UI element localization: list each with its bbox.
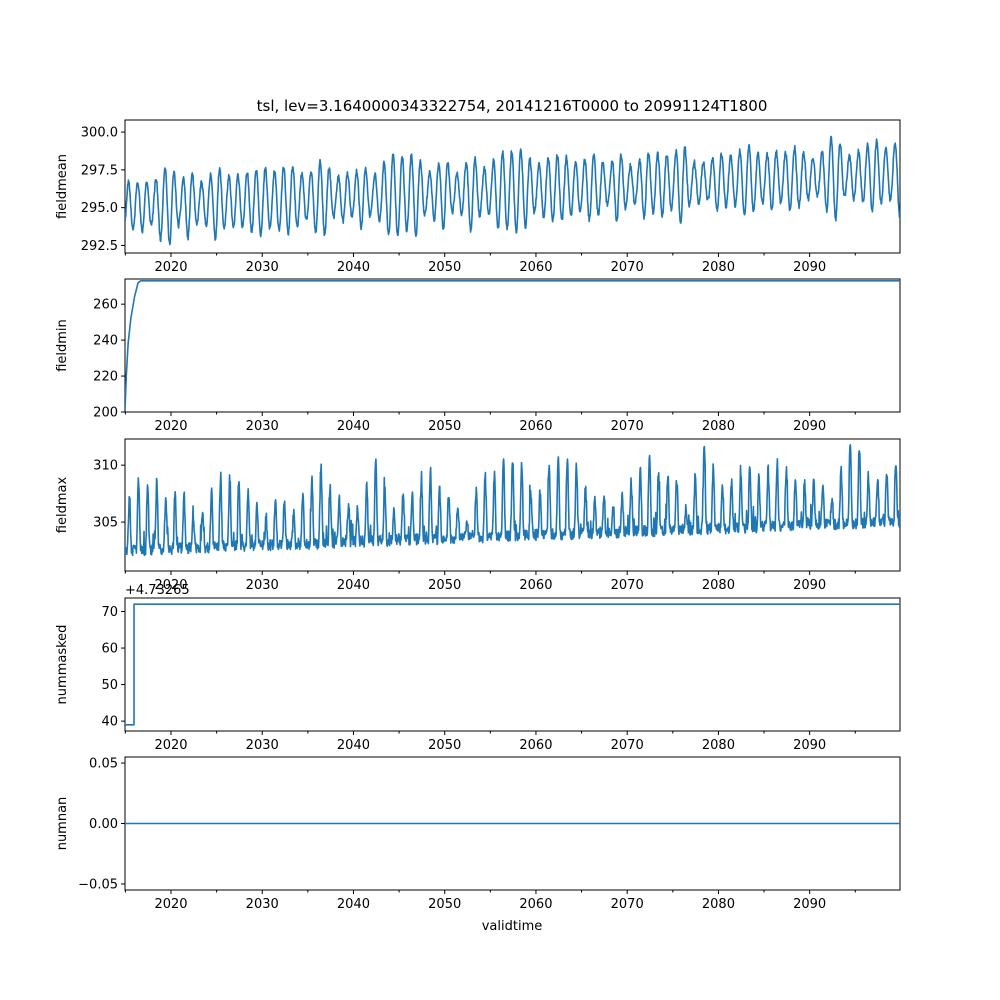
- x-tick-label: 2030: [246, 897, 279, 912]
- y-axis-label: fieldmax: [55, 477, 70, 534]
- x-tick-label: 2020: [154, 578, 187, 593]
- x-tick-label: 2090: [793, 897, 826, 912]
- y-axis-label: fieldmean: [55, 154, 70, 219]
- panel-fieldmax: 2020 2030 2040 2050 2060 2070 2080 2090 305 310 fi…: [55, 438, 901, 593]
- y-tick-label: 40: [101, 715, 118, 730]
- y-tick-label: 70: [101, 605, 118, 620]
- panels: 2020 2030 2040 2050 2060 2070 2080 2090 292.5 295…: [55, 119, 901, 912]
- x-tick-label: 2030: [246, 260, 279, 275]
- y-tick-label: 0.05: [89, 757, 118, 772]
- y-offset-text: +4.73265: [125, 583, 190, 598]
- y-tick-label: 220: [93, 370, 118, 385]
- y-tick-label: 305: [93, 516, 118, 531]
- x-tick-label: 2040: [337, 897, 370, 912]
- x-tick-label: 2020: [154, 897, 187, 912]
- x-tick-label: 2090: [793, 578, 826, 593]
- y-tick-label: 240: [93, 334, 118, 349]
- y-tick-label: 295.0: [81, 201, 118, 216]
- x-tick-label: 2050: [428, 419, 461, 434]
- y-tick-label: 200: [93, 406, 118, 421]
- x-tick-label: 2050: [428, 260, 461, 275]
- panel-fieldmin: 2020 2030 2040 2050 2060 2070 2080 2090 200 220 24…: [55, 278, 901, 434]
- y-tick-label: 300.0: [81, 126, 118, 141]
- x-tick-label: 2090: [793, 419, 826, 434]
- chart-title: tsl, lev=3.1640000343322754, 20141216T00…: [257, 97, 768, 115]
- x-tick-label: 2060: [519, 738, 552, 753]
- x-tick-label: 2090: [793, 738, 826, 753]
- series-line-fieldmax: [125, 444, 900, 557]
- x-tick-label: 2090: [793, 260, 826, 275]
- y-tick-label: 60: [101, 642, 118, 657]
- x-tick-label: 2060: [519, 260, 552, 275]
- series-line-fieldmean: [125, 135, 900, 246]
- x-tick-label: 2040: [337, 260, 370, 275]
- y-tick-label: −0.05: [78, 877, 118, 892]
- x-tick-label: 2040: [337, 578, 370, 593]
- x-tick-label: 2070: [611, 260, 644, 275]
- x-tick-label: 2050: [428, 578, 461, 593]
- x-tick-label: 2050: [428, 738, 461, 753]
- series-line-fieldmin: [125, 280, 900, 411]
- x-tick-label: 2040: [337, 419, 370, 434]
- y-tick-label: 0.00: [89, 817, 118, 832]
- x-tick-label: 2030: [246, 578, 279, 593]
- axes-frame: [124, 278, 901, 413]
- y-tick-label: 310: [93, 459, 118, 474]
- x-tick-label: 2020: [154, 419, 187, 434]
- x-tick-label: 2030: [246, 419, 279, 434]
- panel-nummasked: 2020 2030 2040 2050 2060 2070 2080 2090 40 50 60 70…: [55, 583, 901, 753]
- x-tick-label: 2080: [702, 260, 735, 275]
- axes-frame: [124, 597, 901, 732]
- x-tick-label: 2080: [702, 738, 735, 753]
- y-tick-label: 50: [101, 678, 118, 693]
- x-tick-label: 2060: [519, 897, 552, 912]
- x-tick-label: 2060: [519, 578, 552, 593]
- y-axis-label: nummasked: [55, 625, 70, 705]
- y-tick-label: 292.5: [81, 239, 118, 254]
- x-tick-label: 2080: [702, 419, 735, 434]
- x-tick-label: 2020: [154, 260, 187, 275]
- x-tick-label: 2060: [519, 419, 552, 434]
- panel-fieldmean: 2020 2030 2040 2050 2060 2070 2080 2090 292.5 295…: [55, 119, 901, 275]
- x-tick-label: 2070: [611, 419, 644, 434]
- x-tick-label: 2070: [611, 738, 644, 753]
- x-tick-label: 2040: [337, 738, 370, 753]
- y-tick-label: 297.5: [81, 163, 118, 178]
- x-tick-label: 2020: [154, 738, 187, 753]
- x-tick-label: 2030: [246, 738, 279, 753]
- x-tick-label: 2080: [702, 897, 735, 912]
- series-line-nummasked: [125, 603, 900, 726]
- x-axis-label: validtime: [482, 919, 543, 934]
- x-tick-label: 2080: [702, 578, 735, 593]
- x-tick-label: 2050: [428, 897, 461, 912]
- y-axis-label: fieldmin: [55, 319, 70, 372]
- x-tick-label: 2070: [611, 578, 644, 593]
- y-axis-label: numnan: [55, 797, 70, 851]
- y-tick-label: 260: [93, 298, 118, 313]
- panel-numnan: 2020 2030 2040 2050 2060 2070 2080 2090 −0.05 0.0…: [55, 756, 901, 912]
- x-tick-label: 2070: [611, 897, 644, 912]
- axes-frame: [124, 438, 901, 572]
- axes-frame: [124, 119, 901, 254]
